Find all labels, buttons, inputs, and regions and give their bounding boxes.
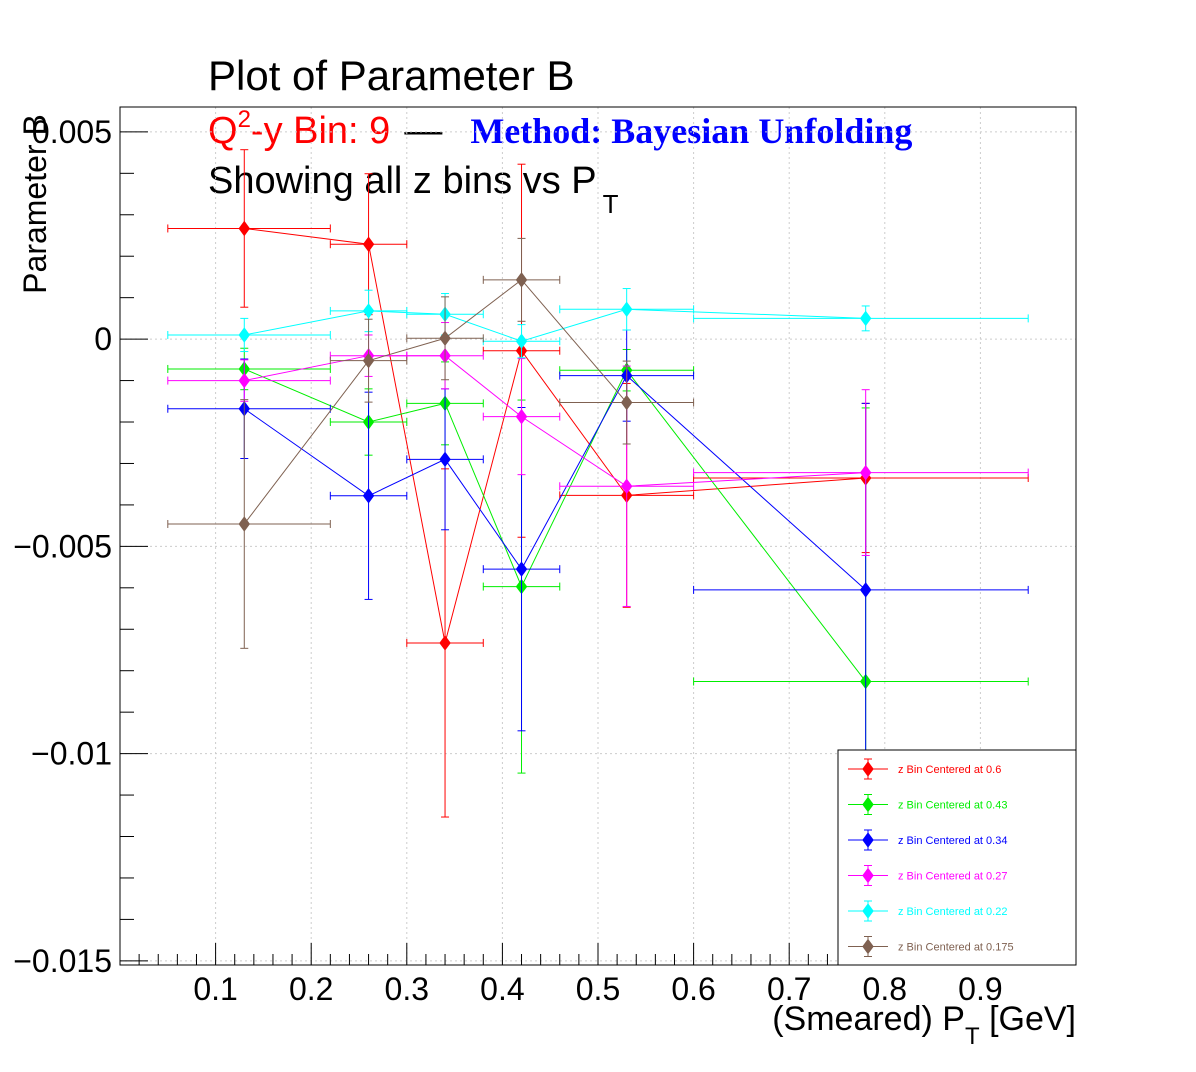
- data-point: [859, 464, 872, 481]
- x-tick-label: 0.8: [863, 971, 907, 1007]
- series-5: [167, 237, 695, 649]
- data-point: [859, 582, 872, 598]
- y-tick-label: −0.015: [13, 943, 112, 979]
- legend-label: z Bin Centered at 0.43: [898, 800, 1007, 812]
- subtitle2-text: Showing all z bins vs P: [208, 160, 597, 202]
- data-point: [362, 352, 375, 369]
- data-point: [859, 310, 872, 327]
- y-tick-label: −0.005: [13, 528, 112, 564]
- legend-box: [837, 749, 1077, 966]
- legend-marker: [862, 796, 874, 813]
- series-line: [244, 368, 867, 682]
- data-point: [439, 330, 451, 347]
- legend-marker: [862, 761, 874, 777]
- data-point: [238, 327, 251, 343]
- x-tick-label: 0.4: [480, 971, 524, 1007]
- x-axis-label-prefix: (Smeared) P: [772, 1000, 965, 1038]
- data-point: [515, 333, 528, 349]
- chart-subtitle: Q2-y Bin: 9 — Method: Bayesian Unfolding: [208, 106, 912, 152]
- subtitle2-sub: T: [603, 189, 619, 219]
- data-point: [238, 516, 251, 532]
- series-line: [244, 308, 866, 342]
- data-point: [238, 220, 251, 237]
- series-line: [244, 355, 866, 487]
- x-tick-label: 0.2: [289, 971, 333, 1007]
- x-axis-label-suffix: [GeV]: [980, 1000, 1076, 1038]
- legend-marker: [862, 903, 874, 919]
- data-point: [515, 272, 528, 288]
- x-axis-label: (Smeared) PT [GeV]: [772, 1000, 1076, 1050]
- y-tick-label: −0.01: [31, 736, 112, 772]
- data-point: [362, 236, 375, 252]
- legend-label: z Bin Centered at 0.22: [898, 906, 1007, 918]
- data-point: [362, 303, 375, 319]
- x-tick-label: 0.1: [193, 971, 237, 1007]
- subtitle-bin: -y Bin: 9: [251, 110, 390, 152]
- chart-subtitle-2: Showing all z bins vs PT: [208, 160, 619, 219]
- legend-label: z Bin Centered at 0.34: [898, 835, 1007, 847]
- y-tick-label: 0.005: [32, 114, 112, 150]
- data-point: [439, 451, 451, 468]
- chart-title: Plot of Parameter B: [208, 52, 575, 99]
- legend-marker: [862, 938, 874, 955]
- series-line: [243, 374, 867, 591]
- subtitle-dash: —: [404, 110, 442, 152]
- data-point: [362, 488, 375, 504]
- x-tick-label: 0.5: [576, 971, 620, 1007]
- data-point: [515, 561, 528, 577]
- series-4: [167, 288, 1029, 359]
- data-point: [238, 372, 251, 389]
- x-tick-label: 0.6: [671, 971, 715, 1007]
- legend-marker: [862, 867, 874, 884]
- x-tick-label: 0.9: [958, 971, 1002, 1007]
- legend-label: z Bin Centered at 0.27: [898, 871, 1007, 883]
- y-tick-label: 0: [94, 321, 112, 357]
- legend-marker: [862, 832, 874, 848]
- legend-label: z Bin Centered at 0.175: [898, 942, 1014, 954]
- x-tick-label: 0.3: [385, 971, 429, 1007]
- legend-label: z Bin Centered at 0.6: [898, 764, 1001, 776]
- y-axis-label: Parameter B: [17, 114, 53, 294]
- series-line: [244, 227, 866, 644]
- legend: z Bin Centered at 0.6 z Bin Centered at 0…: [837, 749, 1077, 966]
- subtitle-method: Method: Bayesian Unfolding: [470, 111, 912, 151]
- subtitle-q: Q: [208, 110, 238, 152]
- x-axis-label-sub: T: [965, 1023, 980, 1050]
- data-point: [620, 478, 633, 495]
- data-point: [620, 394, 633, 411]
- x-tick-label: 0.7: [767, 971, 811, 1007]
- data-point: [620, 301, 633, 318]
- subtitle-superscript: 2: [238, 106, 251, 133]
- data-point: [515, 408, 528, 425]
- data-point: [439, 635, 451, 651]
